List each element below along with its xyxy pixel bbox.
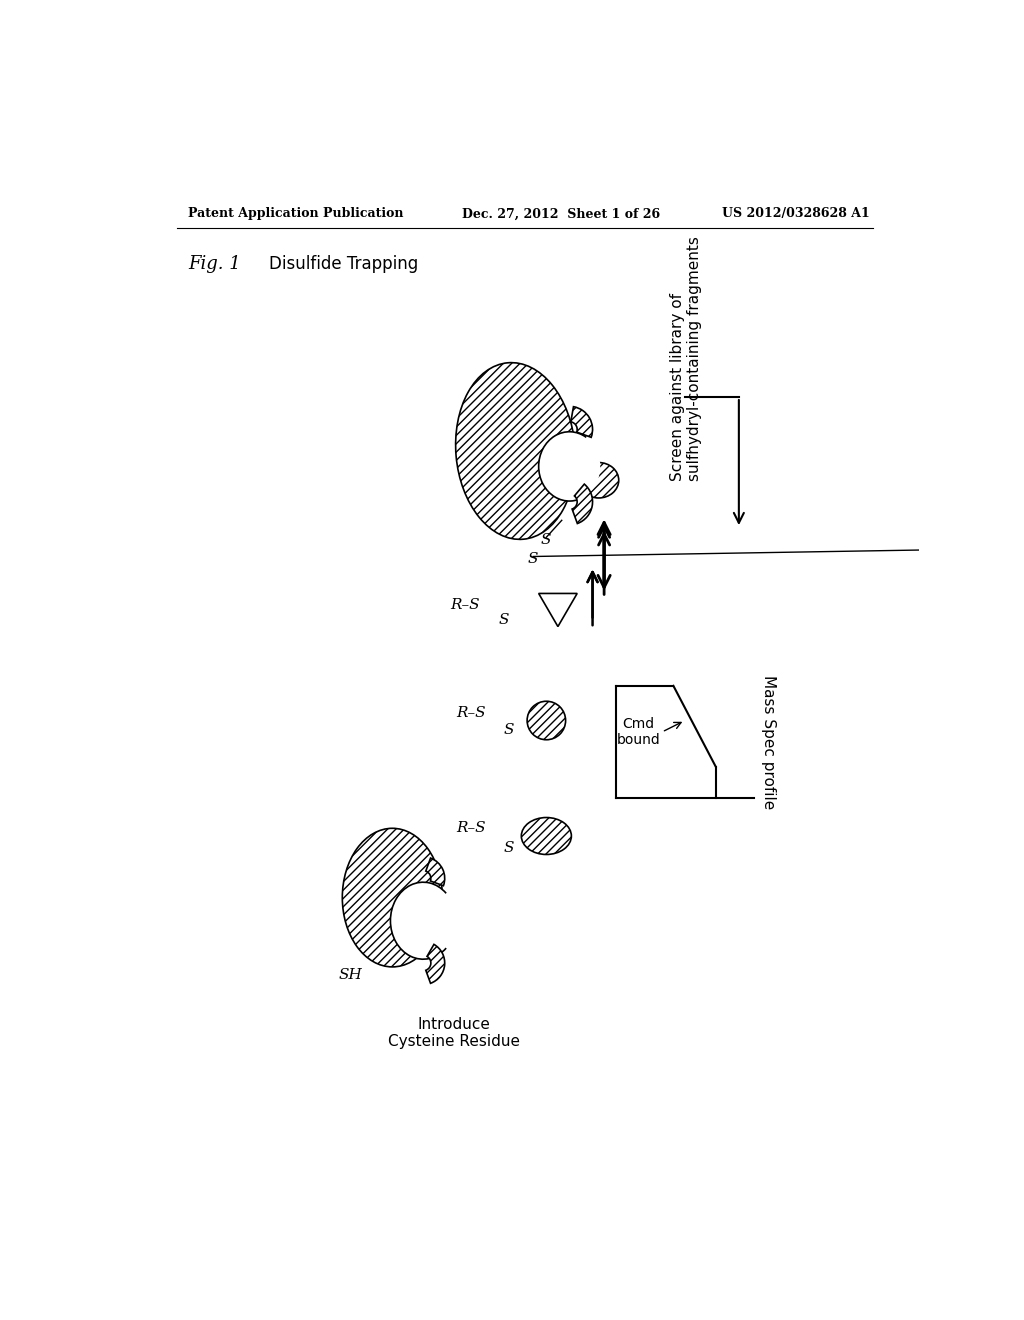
Text: SH: SH	[339, 968, 362, 982]
Ellipse shape	[342, 829, 442, 968]
Text: Patent Application Publication: Patent Application Publication	[188, 207, 403, 220]
Wedge shape	[426, 944, 444, 983]
Ellipse shape	[579, 462, 618, 498]
Ellipse shape	[456, 363, 575, 540]
Text: Mass Spec profile: Mass Spec profile	[761, 675, 775, 809]
Text: S: S	[541, 532, 551, 546]
Ellipse shape	[539, 432, 600, 502]
Ellipse shape	[527, 701, 565, 739]
Ellipse shape	[390, 882, 456, 960]
Text: R–S: R–S	[457, 706, 486, 719]
Text: S: S	[504, 841, 514, 854]
Text: R–S: R–S	[451, 598, 479, 612]
Text: US 2012/0328628 A1: US 2012/0328628 A1	[722, 207, 869, 220]
Text: Introduce
Cysteine Residue: Introduce Cysteine Residue	[388, 1016, 520, 1049]
Text: Dec. 27, 2012  Sheet 1 of 26: Dec. 27, 2012 Sheet 1 of 26	[462, 207, 659, 220]
Ellipse shape	[521, 817, 571, 854]
Wedge shape	[572, 484, 593, 524]
Text: Cmd
bound: Cmd bound	[616, 717, 660, 747]
Text: Screen against library of
sulfhydryl-containing fragments: Screen against library of sulfhydryl-con…	[670, 236, 702, 480]
Wedge shape	[570, 407, 593, 437]
Text: S: S	[499, 614, 509, 627]
Text: S: S	[504, 723, 514, 737]
Text: Fig. 1: Fig. 1	[188, 255, 241, 273]
Text: Disulfide Trapping: Disulfide Trapping	[269, 255, 419, 273]
Wedge shape	[426, 858, 444, 886]
Text: R–S: R–S	[457, 821, 486, 836]
Text: S: S	[527, 552, 538, 566]
